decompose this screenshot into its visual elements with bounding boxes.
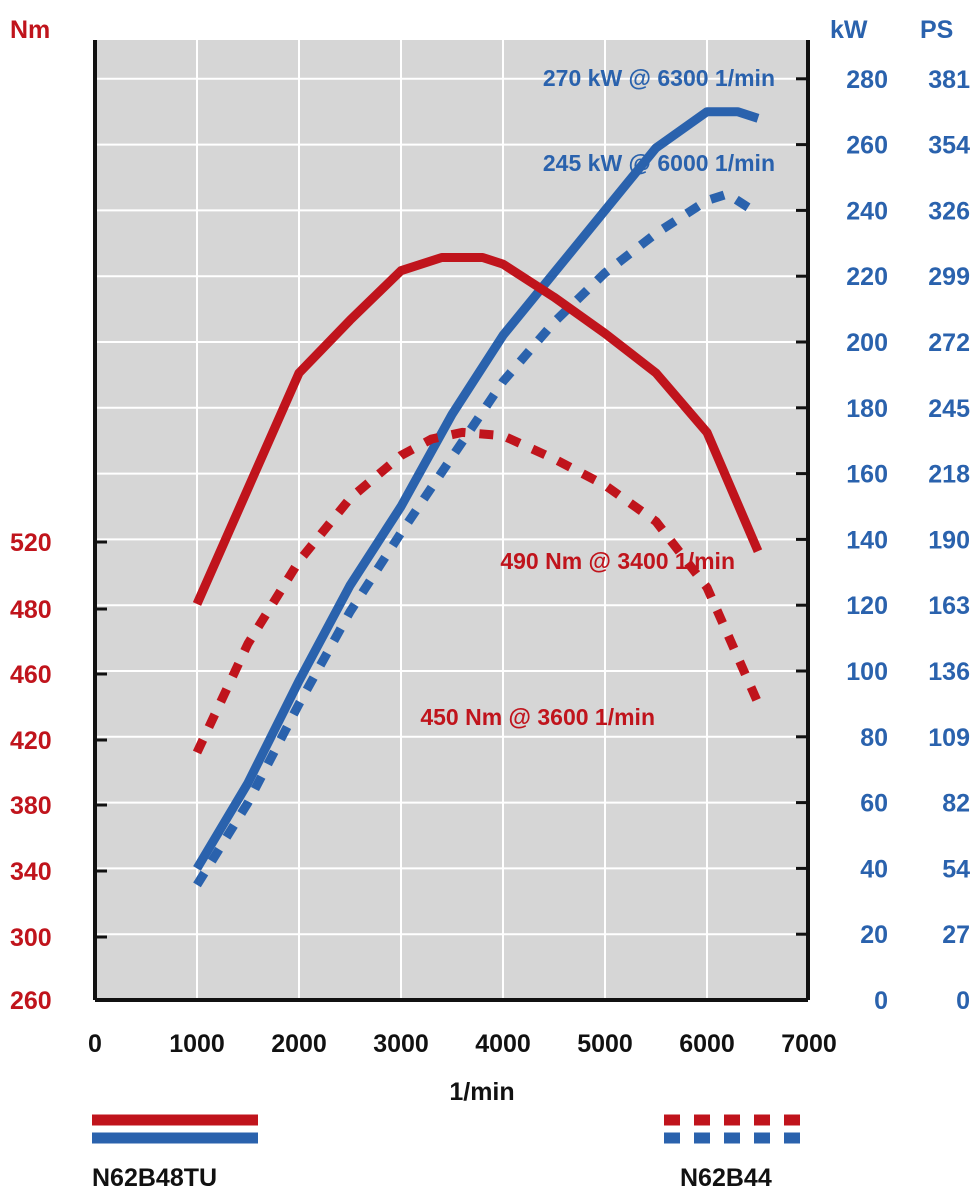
ps-tick-label: 326 [928, 197, 970, 225]
x-tick-label: 0 [88, 1030, 102, 1058]
ps-tick-label: 136 [928, 658, 970, 686]
annotation-b48-torque: 490 Nm @ 3400 1/min [500, 548, 735, 574]
ps-tick-label: 54 [942, 855, 970, 883]
ps-unit-label: PS [920, 16, 953, 44]
kw-tick-label: 60 [860, 790, 888, 818]
ps-tick-label: 218 [928, 461, 970, 489]
ps-tick-label: 245 [928, 395, 970, 423]
annotation-b44-torque: 450 Nm @ 3600 1/min [420, 704, 655, 730]
torque-tick-label: 520 [10, 529, 52, 557]
x-tick-label: 5000 [577, 1030, 633, 1058]
ps-tick-label: 190 [928, 526, 970, 554]
ps-tick-label: 82 [942, 790, 970, 818]
kw-tick-label: 20 [860, 921, 888, 949]
series-layer [192, 107, 763, 888]
ps-tick-label: 109 [928, 724, 970, 752]
kw-tick-label: 80 [860, 724, 888, 752]
ps-tick-label: 0 [956, 987, 970, 1015]
ps-tick-label: 381 [928, 66, 970, 94]
kw-tick-label: 0 [874, 987, 888, 1015]
ps-tick-label: 354 [928, 132, 970, 160]
kw-tick-label: 200 [846, 329, 888, 357]
tick-labels: 260 300 340 380 420 460 480 520 0 20 40 60 80 100 120 1… [10, 66, 970, 1058]
x-tick-label: 2000 [271, 1030, 327, 1058]
torque-tick-label: 300 [10, 924, 52, 952]
x-tick-label: 7000 [781, 1030, 837, 1058]
plot-frame [93, 40, 810, 1002]
kw-tick-label: 180 [846, 395, 888, 423]
kw-tick-label: 240 [846, 197, 888, 225]
series-n62b44-power-line [193, 189, 761, 888]
torque-tick-label: 260 [10, 987, 52, 1015]
x-tick-label: 1000 [169, 1030, 225, 1058]
kw-tick-label: 100 [846, 658, 888, 686]
kw-tick-label: 220 [846, 263, 888, 291]
series-n62b48tu-power-line [193, 107, 760, 871]
torque-tick-label: 460 [10, 661, 52, 689]
kw-tick-label: 120 [846, 592, 888, 620]
legend-label-b44: N62B44 [680, 1164, 772, 1192]
kw-tick-label: 140 [846, 526, 888, 554]
torque-tick-label: 380 [10, 792, 52, 820]
kw-tick-label: 280 [846, 66, 888, 94]
ps-tick-label: 163 [928, 592, 970, 620]
annotation-b48-power: 270 kW @ 6300 1/min [543, 65, 775, 91]
kw-tick-label: 260 [846, 132, 888, 160]
torque-tick-label: 340 [10, 858, 52, 886]
x-axis-label: 1/min [449, 1078, 514, 1106]
torque-tick-label: 480 [10, 596, 52, 624]
torque-tick-label: 420 [10, 727, 52, 755]
torque-unit-label: Nm [10, 16, 50, 44]
grid-lines [95, 40, 808, 1000]
ps-tick-label: 272 [928, 329, 970, 357]
x-tick-label: 4000 [475, 1030, 531, 1058]
annotation-b44-power: 245 kW @ 6000 1/min [543, 150, 775, 176]
ps-tick-label: 299 [928, 263, 970, 291]
series-n62b48tu-torque-line [192, 253, 763, 606]
kw-tick-label: 160 [846, 461, 888, 489]
x-tick-label: 6000 [679, 1030, 735, 1058]
legend-label-b48: N62B48TU [92, 1164, 217, 1192]
legend: N62B48TU N62B44 [92, 1114, 810, 1192]
kw-unit-label: kW [830, 16, 868, 44]
series-n62b44-torque-line [192, 427, 763, 755]
x-tick-label: 3000 [373, 1030, 429, 1058]
ps-tick-label: 27 [942, 921, 970, 949]
kw-tick-label: 40 [860, 855, 888, 883]
